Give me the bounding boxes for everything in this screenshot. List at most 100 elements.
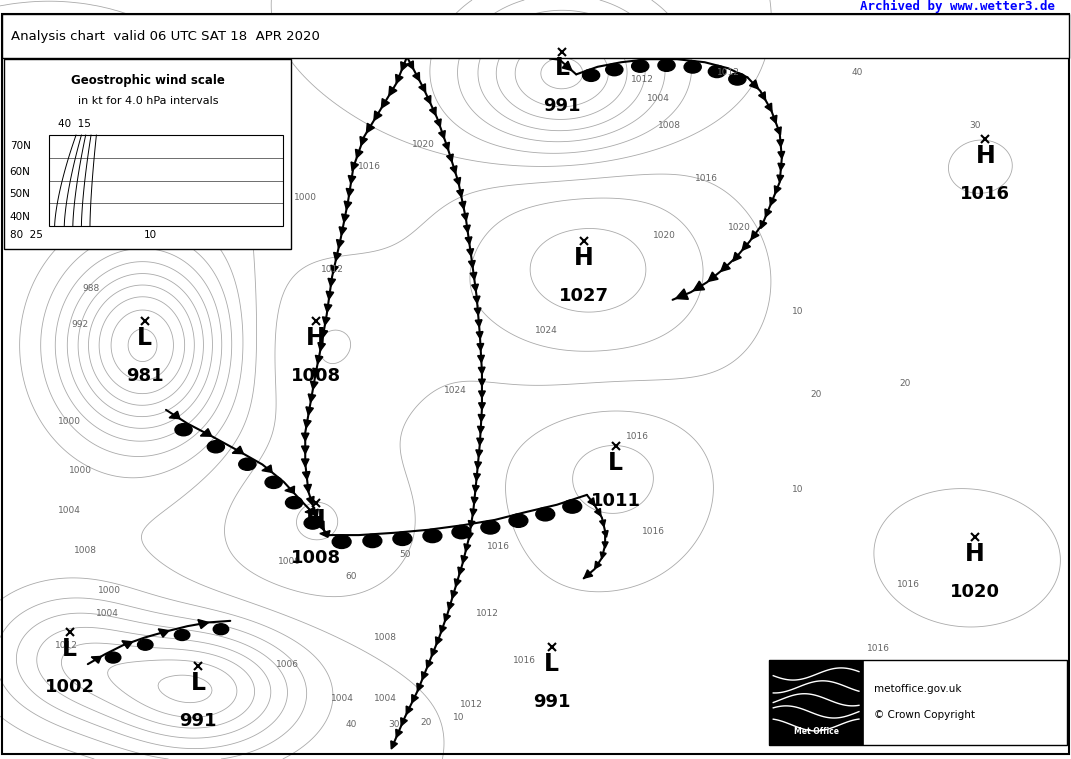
Text: 1016: 1016 [866,644,890,653]
Polygon shape [401,61,408,71]
Polygon shape [412,72,420,80]
Polygon shape [776,175,784,182]
Polygon shape [479,391,485,398]
Text: 1006: 1006 [275,660,299,669]
Polygon shape [588,498,595,505]
Text: 70N: 70N [10,141,30,152]
Polygon shape [477,438,483,446]
Bar [769,660,863,745]
Text: H: H [976,143,995,168]
Polygon shape [454,178,461,185]
Polygon shape [315,355,322,364]
Polygon shape [327,291,334,299]
Circle shape [536,508,555,521]
Circle shape [304,517,321,529]
Polygon shape [474,461,482,469]
Polygon shape [91,657,101,663]
Polygon shape [474,24,488,36]
Polygon shape [395,74,403,83]
Text: 1016: 1016 [695,174,719,183]
Polygon shape [424,96,431,104]
Text: 1016: 1016 [642,527,665,536]
Polygon shape [451,591,457,598]
Polygon shape [313,368,320,376]
Text: 988: 988 [82,284,100,293]
Text: 1004: 1004 [331,694,355,703]
Text: 1012: 1012 [320,265,344,274]
Circle shape [208,441,225,453]
Polygon shape [122,641,133,648]
Text: 80  25: 80 25 [10,230,43,241]
Polygon shape [366,123,375,133]
Polygon shape [676,289,689,299]
Polygon shape [320,329,328,338]
Polygon shape [417,683,423,691]
Polygon shape [477,332,483,339]
Polygon shape [381,99,390,108]
Polygon shape [479,380,485,386]
Polygon shape [765,209,771,217]
Polygon shape [334,253,342,261]
Polygon shape [311,509,318,518]
Text: 10: 10 [144,230,156,241]
Text: 40: 40 [346,720,357,729]
Polygon shape [471,497,478,504]
Polygon shape [594,561,601,568]
Polygon shape [305,508,315,515]
Text: 992: 992 [72,320,89,329]
Polygon shape [751,231,759,239]
Text: 991: 991 [532,693,571,711]
Text: 40N: 40N [10,212,30,222]
Polygon shape [439,131,446,138]
Polygon shape [322,317,330,325]
Polygon shape [232,446,243,454]
Text: 1016: 1016 [625,432,649,441]
Text: L: L [555,56,570,80]
Polygon shape [584,570,592,578]
Text: 1024: 1024 [534,326,558,335]
Polygon shape [470,509,477,516]
Circle shape [175,629,190,641]
Polygon shape [600,520,605,527]
Polygon shape [458,567,465,575]
Polygon shape [742,241,751,250]
Polygon shape [478,427,484,433]
Polygon shape [594,509,601,516]
Polygon shape [496,27,510,39]
Polygon shape [262,465,272,472]
Text: 40: 40 [851,68,862,77]
Polygon shape [301,459,310,467]
Polygon shape [340,227,347,235]
Polygon shape [317,521,325,531]
Text: in kt for 4.0 hPa intervals: in kt for 4.0 hPa intervals [77,96,218,106]
Polygon shape [311,381,318,389]
Text: 1000: 1000 [97,586,121,595]
Polygon shape [464,543,470,551]
Text: 10: 10 [793,485,803,494]
Circle shape [363,534,381,547]
Polygon shape [478,414,485,421]
Polygon shape [536,40,548,51]
Polygon shape [467,532,473,540]
Bar [2,14,1069,58]
Polygon shape [304,484,312,493]
Text: 1008: 1008 [291,367,341,385]
Circle shape [213,624,229,635]
Polygon shape [473,296,480,303]
Text: 1000: 1000 [58,417,81,426]
Text: 984: 984 [150,227,167,236]
Polygon shape [447,154,453,162]
Text: 30: 30 [969,121,980,130]
Polygon shape [450,165,457,174]
Circle shape [265,477,282,489]
Text: 1012: 1012 [55,641,78,650]
Circle shape [684,61,702,73]
Text: 50: 50 [399,550,410,559]
Polygon shape [476,320,482,327]
Polygon shape [388,39,399,49]
Text: L: L [544,652,559,676]
Polygon shape [456,190,464,197]
Text: 1016: 1016 [358,162,381,172]
Text: H: H [306,326,326,350]
Polygon shape [479,367,485,374]
